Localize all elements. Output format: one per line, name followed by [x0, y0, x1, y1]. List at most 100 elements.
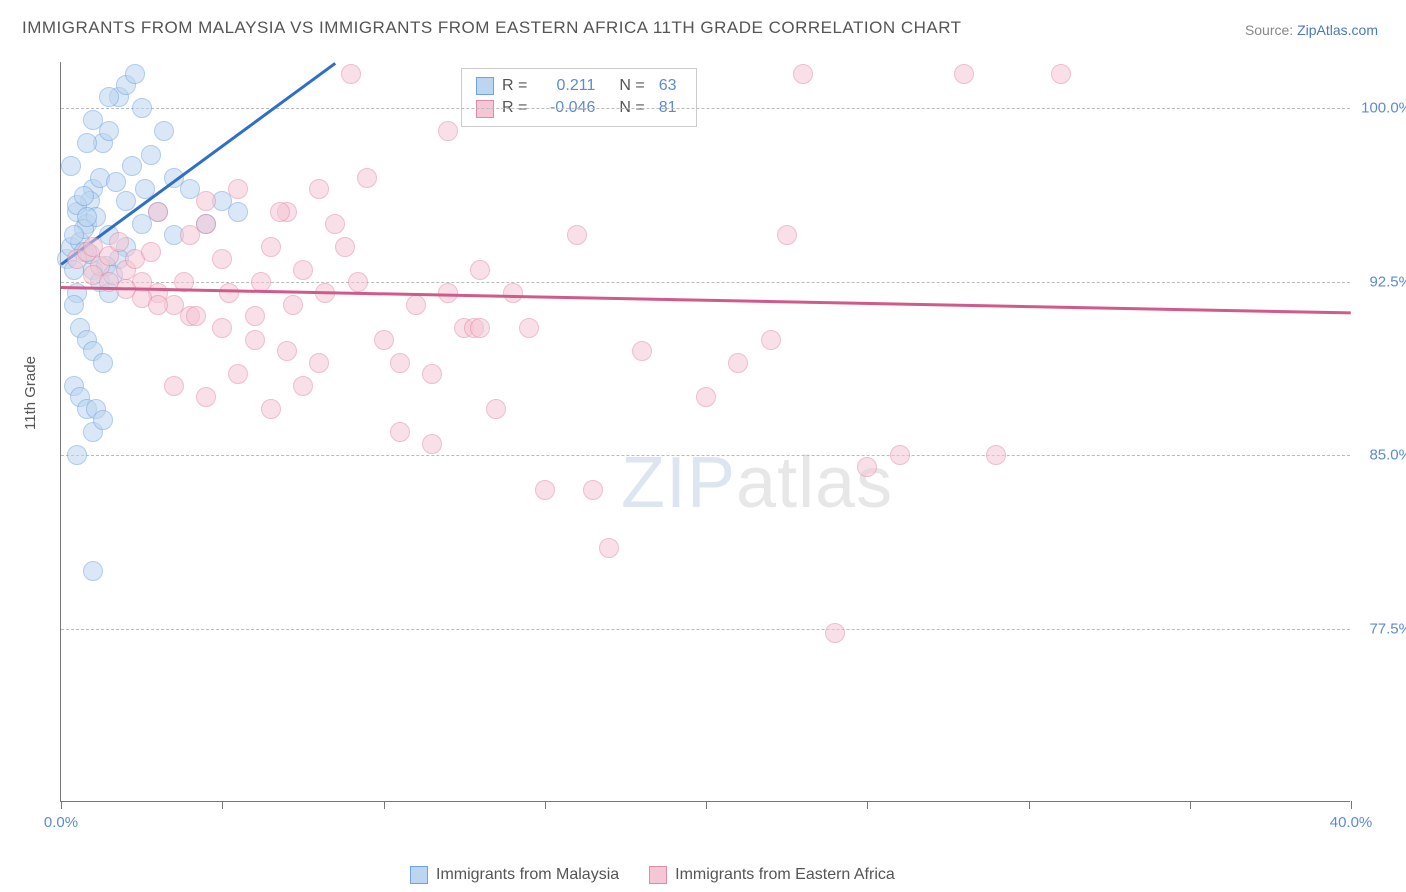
data-point: [309, 179, 329, 199]
y-gridline: [61, 629, 1350, 630]
data-point: [228, 179, 248, 199]
data-point: [374, 330, 394, 350]
data-point: [986, 445, 1006, 465]
legend-r-value: 0.211: [541, 75, 595, 97]
data-point: [277, 341, 297, 361]
data-point: [245, 330, 265, 350]
data-point: [212, 249, 232, 269]
x-tick: [706, 801, 707, 809]
source-link[interactable]: ZipAtlas.com: [1297, 22, 1378, 38]
data-point: [890, 445, 910, 465]
y-gridline: [61, 108, 1350, 109]
data-point: [632, 341, 652, 361]
x-tick: [61, 801, 62, 809]
data-point: [77, 207, 97, 227]
data-point: [422, 364, 442, 384]
data-point: [486, 399, 506, 419]
data-point: [503, 283, 523, 303]
x-tick: [384, 801, 385, 809]
y-gridline: [61, 455, 1350, 456]
y-tick-label: 92.5%: [1369, 273, 1406, 290]
data-point: [519, 318, 539, 338]
data-point: [1051, 64, 1071, 84]
data-point: [196, 191, 216, 211]
data-point: [67, 445, 87, 465]
data-point: [470, 318, 490, 338]
data-point: [228, 202, 248, 222]
data-point: [954, 64, 974, 84]
legend-swatch: [649, 866, 667, 884]
legend-n-label: N =: [619, 75, 644, 97]
y-tick-label: 100.0%: [1361, 100, 1406, 117]
x-tick: [1190, 801, 1191, 809]
data-point: [212, 318, 232, 338]
data-point: [535, 480, 555, 500]
chart-title: IMMIGRANTS FROM MALAYSIA VS IMMIGRANTS F…: [22, 18, 962, 38]
data-point: [228, 364, 248, 384]
legend-swatch: [476, 77, 494, 95]
x-tick-label: 40.0%: [1330, 814, 1373, 831]
data-point: [74, 186, 94, 206]
x-tick: [545, 801, 546, 809]
data-point: [141, 242, 161, 262]
legend-n-value: 63: [659, 75, 677, 97]
x-tick: [222, 801, 223, 809]
data-point: [148, 295, 168, 315]
data-point: [761, 330, 781, 350]
data-point: [196, 214, 216, 234]
data-point: [251, 272, 271, 292]
data-point: [154, 121, 174, 141]
data-point: [148, 202, 168, 222]
data-point: [122, 156, 142, 176]
data-point: [825, 623, 845, 643]
data-point: [422, 434, 442, 454]
data-point: [583, 480, 603, 500]
x-tick-label: 0.0%: [44, 814, 78, 831]
data-point: [293, 376, 313, 396]
legend-series-label: Immigrants from Malaysia: [436, 866, 619, 884]
y-axis-label: 11th Grade: [22, 356, 39, 430]
data-point: [335, 237, 355, 257]
data-point: [116, 191, 136, 211]
data-point: [777, 225, 797, 245]
legend-correlation: R =0.211N =63R =-0.046N =81: [461, 68, 697, 127]
data-point: [599, 538, 619, 558]
data-point: [261, 399, 281, 419]
y-tick-label: 85.0%: [1369, 447, 1406, 464]
data-point: [348, 272, 368, 292]
data-point: [61, 156, 81, 176]
data-point: [728, 353, 748, 373]
y-tick-label: 77.5%: [1369, 620, 1406, 637]
data-point: [106, 172, 126, 192]
data-point: [64, 295, 84, 315]
data-point: [390, 353, 410, 373]
data-point: [164, 376, 184, 396]
x-tick: [1351, 801, 1352, 809]
data-point: [438, 121, 458, 141]
x-tick: [867, 801, 868, 809]
data-point: [83, 110, 103, 130]
data-point: [109, 232, 129, 252]
data-point: [283, 295, 303, 315]
data-point: [390, 422, 410, 442]
data-point: [219, 283, 239, 303]
legend-r-label: R =: [502, 75, 527, 97]
data-point: [132, 98, 152, 118]
legend-series-item: Immigrants from Malaysia: [410, 866, 619, 884]
data-point: [125, 64, 145, 84]
data-point: [857, 457, 877, 477]
data-point: [357, 168, 377, 188]
data-point: [793, 64, 813, 84]
legend-correlation-row: R = 0.211 N = 63: [476, 75, 682, 97]
data-point: [567, 225, 587, 245]
data-point: [325, 214, 345, 234]
data-point: [77, 133, 97, 153]
data-point: [309, 353, 329, 373]
legend-series-item: Immigrants from Eastern Africa: [649, 866, 895, 884]
data-point: [186, 306, 206, 326]
data-point: [696, 387, 716, 407]
source-attribution: Source: ZipAtlas.com: [1245, 22, 1378, 38]
legend-series: Immigrants from Malaysia Immigrants from …: [410, 866, 895, 884]
data-point: [99, 87, 119, 107]
data-point: [293, 260, 313, 280]
